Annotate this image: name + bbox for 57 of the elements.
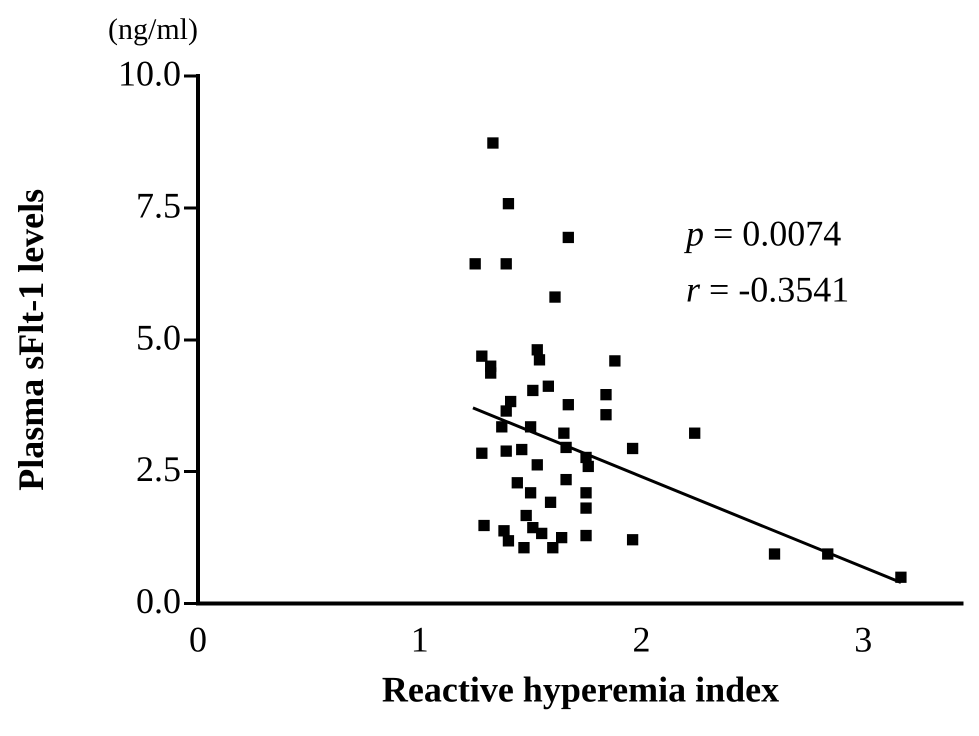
- point: [470, 258, 481, 270]
- y-tick-label: 7.5: [136, 185, 181, 226]
- y-tick-label: 5.0: [136, 317, 181, 358]
- point: [768, 548, 780, 560]
- point: [560, 474, 572, 486]
- point: [542, 380, 554, 392]
- point: [580, 530, 592, 542]
- point: [527, 384, 538, 396]
- point: [498, 525, 510, 536]
- point: [600, 389, 612, 400]
- x-axis-title: Reactive hyperemia index: [382, 670, 780, 710]
- point: [600, 409, 612, 420]
- point: [562, 232, 574, 244]
- point: [478, 520, 490, 532]
- point: [476, 448, 488, 459]
- x-tick-label: 3: [854, 620, 872, 660]
- y-tick-label: 2.5: [136, 449, 181, 490]
- point: [582, 460, 594, 472]
- point: [626, 442, 638, 454]
- point: [524, 487, 536, 498]
- annotation: r = -0.3541: [686, 269, 850, 310]
- point: [536, 528, 548, 540]
- point: [549, 291, 561, 303]
- point: [580, 487, 592, 498]
- point: [534, 354, 546, 366]
- point: [689, 428, 700, 439]
- y-axis-title: Plasma sFlt-1 levels: [10, 188, 51, 491]
- point: [558, 428, 570, 439]
- y-tick-label: 0.0: [136, 581, 181, 622]
- point: [626, 534, 638, 546]
- point: [476, 350, 488, 362]
- text: (ng/ml): [108, 12, 198, 46]
- point: [609, 355, 621, 367]
- point: [502, 535, 514, 546]
- point: [544, 496, 556, 508]
- x-tick-label: 0: [189, 620, 207, 660]
- point: [502, 198, 514, 210]
- point: [500, 445, 512, 457]
- point: [504, 396, 516, 408]
- point: [487, 137, 499, 149]
- point: [496, 421, 508, 433]
- point: [512, 477, 523, 488]
- point: [518, 542, 530, 554]
- point: [580, 502, 592, 514]
- x-tick-label: 2: [632, 620, 650, 660]
- point: [500, 405, 512, 417]
- annotation: p = 0.0074: [683, 213, 842, 254]
- point: [556, 532, 568, 544]
- point: [485, 367, 496, 379]
- point: [516, 444, 528, 456]
- x-tick-label: 1: [410, 620, 429, 660]
- point: [500, 258, 512, 270]
- point: [562, 399, 574, 410]
- point: [547, 542, 558, 554]
- point: [532, 459, 543, 470]
- point: [520, 510, 532, 522]
- y-tick-label: 10.0: [118, 53, 181, 94]
